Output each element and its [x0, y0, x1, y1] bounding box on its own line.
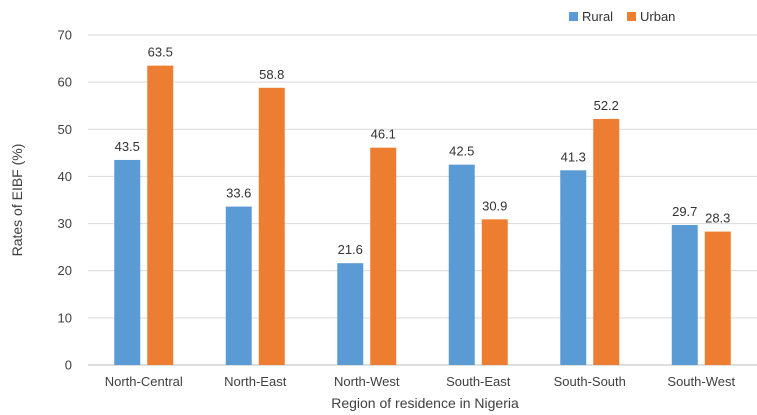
data-label-rural-north-west: 21.6 [338, 242, 363, 257]
data-label-urban-north-west: 46.1 [371, 127, 396, 142]
bar-urban-north-central [147, 65, 174, 366]
bar-rural-north-east [225, 206, 252, 365]
bar-urban-north-east [258, 87, 285, 366]
legend-swatch-urban [627, 12, 636, 21]
data-label-urban-north-central: 63.5 [148, 45, 173, 60]
y-tick-label: 60 [58, 75, 72, 90]
bar-urban-south-east [481, 219, 508, 365]
data-labels: 43.5 63.5 33.6 58.8 21.6 46.1 42.5 30.9 41.3 52.2… [115, 45, 731, 258]
y-axis-ticks: 0 10 20 30 40 50 60 70 [58, 28, 72, 373]
x-tick-label: South-East [446, 374, 511, 389]
x-tick-label: North-West [334, 374, 400, 389]
bar-rural-north-west [337, 263, 364, 365]
legend-label-urban: Urban [640, 9, 675, 24]
bar-urban-south-south [593, 118, 620, 366]
y-tick-label: 20 [58, 263, 72, 278]
x-tick-label: South-South [554, 374, 626, 389]
legend: Rural Urban [569, 9, 675, 24]
y-tick-label: 50 [58, 122, 72, 137]
data-label-rural-north-east: 33.6 [226, 186, 251, 201]
x-tick-label: South-West [667, 374, 735, 389]
bar-rural-south-west [671, 224, 698, 365]
bar-rural-south-east [448, 164, 475, 365]
bar-urban-north-west [370, 147, 397, 365]
data-label-rural-north-central: 43.5 [115, 139, 140, 154]
y-tick-label: 70 [58, 28, 72, 43]
bar-rural-north-central [114, 159, 141, 365]
data-label-rural-south-east: 42.5 [449, 144, 474, 159]
bars [114, 65, 731, 366]
y-tick-label: 10 [58, 310, 72, 325]
x-axis-ticks: North-Central North-East North-West South-E… [105, 374, 736, 389]
x-tick-label: North-East [224, 374, 287, 389]
data-label-rural-south-west: 29.7 [672, 204, 697, 219]
data-label-urban-south-south: 52.2 [594, 98, 619, 113]
y-tick-label: 0 [65, 358, 72, 373]
y-tick-label: 40 [58, 169, 72, 184]
bar-rural-south-south [560, 170, 587, 365]
data-label-urban-north-east: 58.8 [259, 67, 284, 82]
x-tick-label: North-Central [105, 374, 183, 389]
legend-swatch-rural [569, 12, 578, 21]
y-axis-title: Rates of EIBF (%) [9, 144, 25, 257]
data-label-rural-south-south: 41.3 [561, 149, 586, 164]
data-label-urban-south-east: 30.9 [482, 198, 507, 213]
y-tick-label: 30 [58, 216, 72, 231]
bar-urban-south-west [704, 231, 731, 365]
x-axis-title: Region of residence in Nigeria [331, 395, 519, 411]
gridlines [88, 34, 757, 366]
data-label-urban-south-west: 28.3 [705, 211, 730, 226]
legend-label-rural: Rural [582, 9, 613, 24]
